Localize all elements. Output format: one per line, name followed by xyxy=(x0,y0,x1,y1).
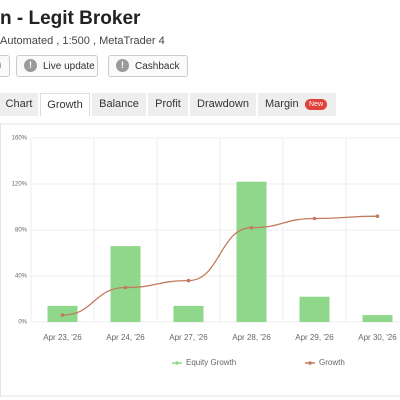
icon: ! xyxy=(24,58,37,72)
legend-dot xyxy=(308,361,312,365)
x-tick-label: Apr 27, '26 xyxy=(169,333,208,342)
button[interactable] xyxy=(0,55,10,77)
y-tick-label: 80% xyxy=(15,228,28,234)
bar xyxy=(173,305,204,322)
x-tick-label: Apr 30, '26 xyxy=(358,333,397,342)
tab[interactable]: Margin New xyxy=(258,93,336,116)
point xyxy=(312,216,317,221)
point xyxy=(375,214,380,218)
live-update-button[interactable]: ! Live update xyxy=(16,55,98,77)
y-tick-label: 160% xyxy=(12,136,28,142)
x-tick-label: Apr 23, '26 xyxy=(43,333,82,342)
bar xyxy=(362,315,393,322)
icon xyxy=(0,58,1,72)
x-tick-label: Apr 28, '26 xyxy=(232,333,271,342)
chart-frame xyxy=(0,123,400,397)
growth-line xyxy=(62,215,378,316)
y-tick-label: 40% xyxy=(15,274,28,280)
point xyxy=(60,313,65,317)
x-tick-label: Apr 29, '26 xyxy=(295,333,334,342)
point xyxy=(249,225,254,230)
tab[interactable]: Profit xyxy=(148,93,188,116)
y-tick-label: 0% xyxy=(18,320,27,326)
bar xyxy=(236,181,267,322)
button-label: Live update xyxy=(43,61,95,72)
bar xyxy=(299,296,330,322)
legend-label: Growth xyxy=(319,358,345,367)
x-tick-label: Apr 24, '26 xyxy=(106,333,145,342)
legend-label: Equity Growth xyxy=(186,358,236,367)
icon: ! xyxy=(116,58,129,72)
bar xyxy=(110,246,141,322)
tab-label: Margin xyxy=(265,98,299,110)
tab[interactable]: Balance xyxy=(92,93,146,116)
y-tick-label: 120% xyxy=(12,182,28,188)
new-badge: New xyxy=(305,99,328,110)
account-subtitle: Automated , 1:500 , MetaTrader 4 xyxy=(0,35,165,47)
point xyxy=(123,285,128,290)
tab[interactable]: Chart xyxy=(0,93,38,116)
legend-dot xyxy=(175,361,179,365)
tab-active[interactable]: Growth xyxy=(40,93,90,116)
tab[interactable]: Drawdown xyxy=(190,93,256,116)
tab-bar: Chart Growth Balance Profit Drawdown Mar… xyxy=(0,93,400,116)
account-title: n - Legit Broker xyxy=(0,8,141,29)
point xyxy=(186,278,191,283)
cashback-button[interactable]: ! Cashback xyxy=(108,55,188,77)
button-label: Cashback xyxy=(135,61,180,72)
